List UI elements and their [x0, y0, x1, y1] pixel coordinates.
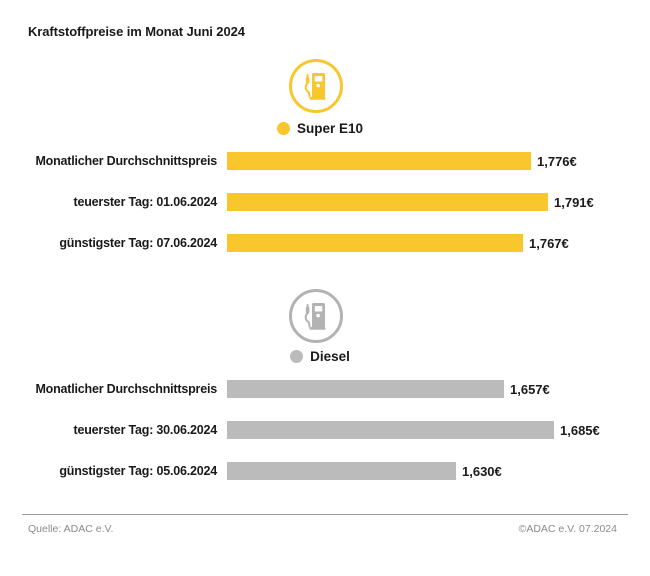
- bar-value: 1,630€: [462, 463, 502, 479]
- legend-label-diesel: Diesel: [310, 348, 350, 364]
- bar-value: 1,685€: [560, 422, 600, 438]
- legend-dot-super-e10: [276, 121, 290, 135]
- bar-super-avg: [227, 152, 531, 170]
- legend-diesel: Diesel: [0, 348, 640, 364]
- bar-super-max: [227, 193, 548, 211]
- bar-diesel-avg: [227, 380, 504, 398]
- bar-label: teuerster Tag: 01.06.2024: [73, 195, 218, 209]
- bar-value: 1,791€: [554, 194, 594, 210]
- bar-value: 1,657€: [510, 381, 550, 397]
- bar-row-diesel-avg: Monatlicher Durchschnittspreis 1,657€: [0, 380, 650, 398]
- bar-super-min: [227, 234, 523, 252]
- fuel-pump-icon: [289, 59, 343, 113]
- bar-value: 1,767€: [529, 235, 569, 251]
- bar-label: teuerster Tag: 30.06.2024: [73, 423, 218, 437]
- legend-label-super-e10: Super E10: [296, 120, 364, 136]
- footer-source: Quelle: ADAC e.V.: [28, 523, 114, 535]
- legend-super-e10: Super E10: [0, 120, 640, 136]
- bar-label: Monatlicher Durchschnittspreis: [35, 154, 217, 168]
- fuel-pump-icon: [289, 289, 343, 343]
- bar-label: günstigster Tag: 07.06.2024: [59, 236, 217, 250]
- footer-divider: [22, 514, 628, 515]
- bar-value: 1,776€: [537, 153, 577, 169]
- bar-row-diesel-max: teuerster Tag: 30.06.2024 1,685€: [0, 421, 650, 439]
- legend-dot-diesel: [290, 349, 304, 363]
- bar-row-super-min: günstigster Tag: 07.06.2024 1,767€: [0, 234, 650, 252]
- bar-row-diesel-min: günstigster Tag: 05.06.2024 1,630€: [0, 462, 650, 480]
- bar-diesel-max: [227, 421, 554, 439]
- bar-label: günstigster Tag: 05.06.2024: [59, 464, 217, 478]
- bar-row-super-max: teuerster Tag: 01.06.2024 1,791€: [0, 193, 650, 211]
- bar-diesel-min: [227, 462, 456, 480]
- page-title: Kraftstoffpreise im Monat Juni 2024: [28, 24, 245, 39]
- bar-label: Monatlicher Durchschnittspreis: [35, 382, 217, 396]
- bar-row-super-avg: Monatlicher Durchschnittspreis 1,776€: [0, 152, 650, 170]
- footer-copyright: ©ADAC e.V. 07.2024: [518, 523, 617, 535]
